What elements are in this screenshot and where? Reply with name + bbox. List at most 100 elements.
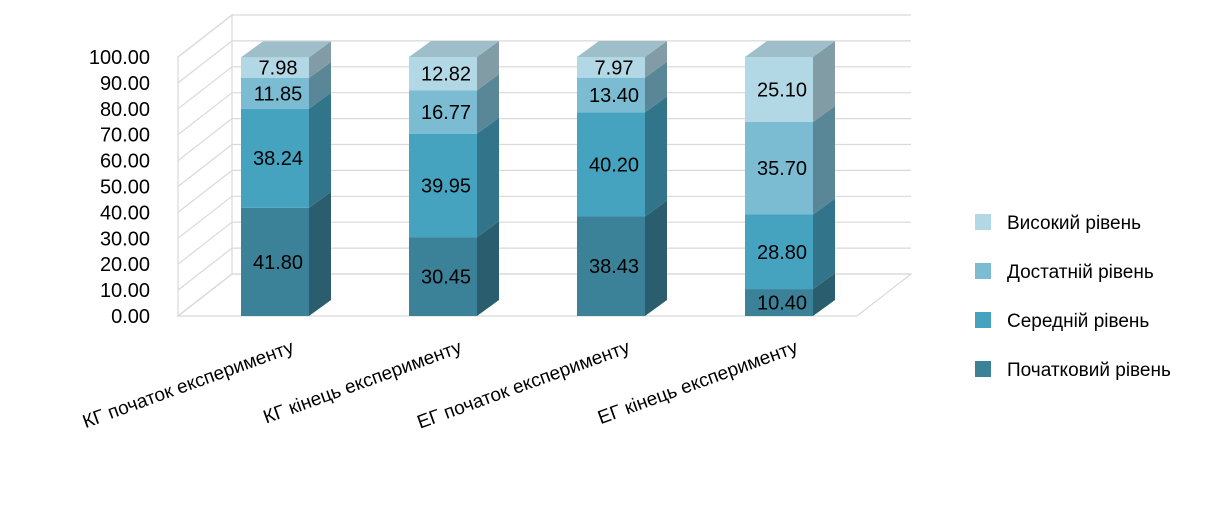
bar-side xyxy=(309,62,331,109)
legend-swatch xyxy=(975,312,991,328)
bar-segment xyxy=(241,41,331,79)
data-label: 41.80 xyxy=(253,252,303,274)
gridline xyxy=(177,40,911,84)
y-axis-ticks: 0.00 10.00 20.00 30.00 40.00 50.00 60.00 70.00 8… xyxy=(89,47,150,328)
y-tick-label: 0.00 xyxy=(111,306,150,328)
legend-swatch xyxy=(975,214,991,230)
bar-segment xyxy=(409,117,499,238)
bars xyxy=(241,41,835,316)
bar-front xyxy=(241,108,309,208)
data-labels: 41.80 38.24 11.85 7.98 30.45 39.95 16.77 12.82 3… xyxy=(253,57,807,314)
bar-front xyxy=(577,77,645,113)
bar-segment xyxy=(745,106,835,215)
bar-front xyxy=(409,90,477,134)
legend-item: Достатній рівень xyxy=(975,262,1154,283)
legend-swatch xyxy=(975,263,991,279)
bar-front xyxy=(745,57,813,123)
bar-side xyxy=(477,74,499,134)
bar-front xyxy=(409,57,477,91)
data-label: 16.77 xyxy=(421,102,471,124)
bar-front xyxy=(241,78,309,109)
bar-segment xyxy=(241,191,331,316)
bar-segment xyxy=(577,200,667,316)
bar-side xyxy=(477,221,499,316)
legend-item: Високий рівень xyxy=(975,213,1141,234)
bar-segment xyxy=(409,74,499,134)
bar-segment xyxy=(745,273,835,316)
data-label: 39.95 xyxy=(421,175,471,197)
data-label: 11.85 xyxy=(254,83,303,105)
gridline xyxy=(177,169,911,213)
bar-side xyxy=(813,41,835,123)
gridline xyxy=(177,117,911,162)
data-label: 40.20 xyxy=(589,154,639,176)
data-label: 13.40 xyxy=(589,85,639,107)
bar-top xyxy=(409,41,499,58)
data-label: 30.45 xyxy=(421,267,471,289)
bar-front xyxy=(745,122,813,215)
bar-side xyxy=(645,41,667,78)
y-tick-label: 100.00 xyxy=(89,47,150,69)
bar-side xyxy=(645,200,667,316)
bar-segment xyxy=(241,92,331,208)
data-label: 12.82 xyxy=(421,64,471,86)
data-label: 7.98 xyxy=(259,58,298,80)
data-label: 25.10 xyxy=(757,80,807,102)
gridline xyxy=(177,66,911,110)
bar-top xyxy=(745,41,835,57)
legend: Високий рівень Достатній рівень Середній р… xyxy=(975,213,1171,381)
bar-side xyxy=(309,41,331,79)
data-label: 28.80 xyxy=(757,242,807,264)
y-tick-label: 50.00 xyxy=(100,177,150,199)
bar-segment xyxy=(745,41,835,123)
legend-item: Початковий рівень xyxy=(975,360,1171,381)
y-tick-label: 70.00 xyxy=(100,125,150,147)
bar-top xyxy=(241,41,331,58)
gridline xyxy=(177,247,911,291)
y-tick-label: 40.00 xyxy=(100,202,150,224)
data-label: 38.24 xyxy=(253,148,303,170)
bar-segment xyxy=(745,198,835,290)
bar-segment xyxy=(409,41,499,91)
bar-front xyxy=(241,57,309,79)
bar-segment xyxy=(241,62,331,109)
data-label: 10.40 xyxy=(757,293,807,315)
bar-side xyxy=(813,273,835,316)
chart-walls xyxy=(176,13,913,318)
bar-top xyxy=(577,41,667,57)
bar-side xyxy=(645,96,667,217)
bar-front xyxy=(241,207,309,316)
bar-side xyxy=(813,198,835,290)
y-tick-label: 20.00 xyxy=(100,254,150,276)
gridline xyxy=(177,92,911,136)
bar-side xyxy=(477,41,499,91)
bar-side xyxy=(309,92,331,208)
bar-side xyxy=(477,117,499,238)
legend-item: Середній рівень xyxy=(975,311,1149,332)
bar-segment xyxy=(577,96,667,217)
gridline xyxy=(177,143,911,187)
y-tick-label: 90.00 xyxy=(100,73,150,95)
gridline xyxy=(177,221,911,265)
y-tick-label: 30.00 xyxy=(100,228,150,250)
y-tick-label: 60.00 xyxy=(100,151,150,173)
bar-segment xyxy=(577,41,667,78)
legend-label: Достатній рівень xyxy=(1007,262,1154,283)
legend-swatch xyxy=(975,361,991,377)
gridline xyxy=(177,14,911,58)
y-tick-label: 10.00 xyxy=(100,280,150,302)
bar-front xyxy=(577,216,645,316)
data-label: 38.43 xyxy=(589,256,639,278)
bar-side xyxy=(645,61,667,113)
bar-segment xyxy=(409,221,499,316)
legend-label: Високий рівень xyxy=(1007,213,1141,234)
data-label: 7.97 xyxy=(595,57,634,79)
bar-front xyxy=(409,237,477,316)
bar-side xyxy=(813,106,835,215)
y-tick-label: 80.00 xyxy=(100,99,150,121)
gridline xyxy=(177,273,911,317)
legend-label: Початковий рівень xyxy=(1007,360,1171,381)
data-label: 35.70 xyxy=(757,158,807,180)
bar-front xyxy=(577,112,645,217)
